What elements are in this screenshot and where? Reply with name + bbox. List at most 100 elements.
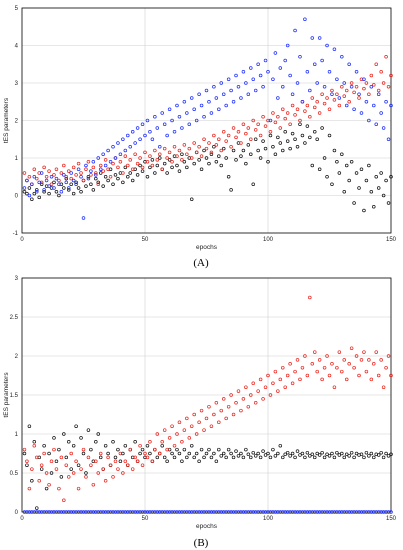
- panel-b-black-point: [71, 443, 76, 448]
- panel-a-blue-point: [273, 51, 278, 55]
- panel-a-black-point: [263, 146, 268, 151]
- panel-a-blue-point: [352, 107, 356, 111]
- panel-b-red-point: [44, 471, 49, 475]
- panel-a-black-point: [281, 148, 285, 153]
- panel-b-red-point: [332, 385, 337, 389]
- panel-a-black-point: [106, 178, 110, 183]
- panel-a-black-point: [138, 163, 142, 168]
- panel-a-black-point: [189, 197, 194, 202]
- panel-a-blue-point: [315, 81, 319, 85]
- panel-a-blue-point: [27, 193, 32, 198]
- panel-a-red-point: [322, 101, 327, 106]
- panel-a-red-point: [224, 139, 228, 143]
- panel-a-red-point: [86, 160, 91, 164]
- panel-b-red-point: [330, 362, 334, 366]
- panel-a-black-point: [359, 167, 364, 172]
- panel-b-black-point: [84, 471, 88, 475]
- panel-a-blue-point: [182, 99, 187, 104]
- panel-b-red-point: [212, 412, 216, 417]
- panel-b-black-point: [59, 475, 64, 479]
- panel-a-red-point: [234, 135, 238, 140]
- panel-a-red-point: [150, 163, 155, 168]
- panel-a-blue-point: [39, 171, 44, 175]
- panel-a-red-point: [165, 156, 169, 160]
- panel-a-red-point: [52, 173, 56, 177]
- panel-b-black-point: [89, 447, 93, 452]
- panel-b-red-point: [359, 358, 364, 362]
- panel-a-red-point: [303, 109, 307, 113]
- panel-a-black-point: [322, 156, 327, 160]
- panel-b-black-point: [204, 451, 209, 456]
- panel-a-red-point: [204, 146, 209, 151]
- panel-b-black-point: [337, 453, 342, 457]
- panel-b-black-point: [347, 454, 351, 458]
- panel-a-black-point: [113, 173, 118, 177]
- panel-a-black-point: [57, 193, 61, 198]
- panel-a-blue-point: [241, 69, 246, 74]
- panel-a-blue-point: [298, 54, 302, 59]
- panel-a-black-point: [268, 133, 273, 138]
- panel-b-red-point: [116, 467, 120, 471]
- panel-b-black-point: [123, 443, 128, 448]
- panel-a-red-point: [54, 167, 59, 172]
- panel-b-red-point: [103, 479, 108, 483]
- panel-a-black-point: [298, 122, 302, 126]
- panel-a-black-point: [234, 158, 238, 162]
- panel-a-red-point: [74, 173, 78, 177]
- panel-b-red-point: [25, 459, 29, 464]
- panel-a-x-tick-label: 100: [263, 237, 274, 243]
- panel-a-blue-point: [175, 103, 179, 108]
- panel-a-red-point: [126, 163, 130, 168]
- panel-a-red-point: [312, 105, 317, 110]
- panel-b-black-point: [96, 432, 101, 436]
- panel-b-red-point: [221, 397, 226, 401]
- panel-b-red-point: [35, 455, 39, 460]
- panel-a-blue-point: [320, 58, 324, 63]
- panel-b-red-point: [27, 486, 32, 491]
- panel-a-red-point: [64, 175, 69, 179]
- panel-a-blue-point: [96, 156, 101, 160]
- panel-a-red-point: [197, 145, 201, 149]
- panel-a-black-point: [266, 160, 270, 164]
- panel-b-black-point: [54, 459, 59, 464]
- panel-a-blue-point: [49, 175, 54, 179]
- panel-b-black-point: [79, 436, 83, 440]
- panel-a-black-point: [123, 165, 128, 170]
- panel-a-blue-point: [303, 17, 307, 22]
- panel-b-red-point: [303, 354, 307, 358]
- panel-a-red-point: [308, 114, 312, 119]
- panel-a-red-point: [288, 122, 292, 126]
- panel-b-black-point: [192, 455, 196, 460]
- panel-b-black-point: [27, 424, 32, 428]
- panel-b-black-point: [327, 454, 332, 458]
- panel-b-black-point: [155, 455, 160, 460]
- panel-b-black-point: [335, 450, 339, 455]
- panel-a-blue-point: [283, 58, 287, 63]
- panel-b-black-point: [241, 455, 246, 460]
- panel-b-red-point: [49, 459, 54, 464]
- panel-b-red-point: [317, 358, 322, 362]
- panel-b-red-point: [30, 467, 34, 471]
- panel-a-red-point: [379, 69, 383, 74]
- panel-b-red-point: [224, 416, 228, 421]
- panel-a-blue-point: [143, 133, 147, 138]
- panel-b-black-point: [246, 452, 251, 457]
- panel-b-black-point: [64, 455, 69, 460]
- panel-a-blue-point: [219, 81, 224, 85]
- panel-a-red-point: [158, 152, 162, 157]
- panel-a-blue-point: [374, 122, 378, 126]
- panel-b-black-point: [212, 451, 216, 456]
- panel-a-blue-point: [42, 188, 46, 192]
- panel-b-red-point: [86, 455, 91, 460]
- panel-a-black-point: [25, 191, 29, 196]
- panel-a-red-point: [162, 146, 167, 151]
- panel-b-black-point: [160, 443, 164, 448]
- panel-a-red-point: [128, 158, 132, 162]
- panel-a-x-tick-label: 150: [386, 237, 397, 243]
- panel-a-red-point: [189, 156, 194, 160]
- panel-a-red-point: [22, 171, 27, 175]
- panel-a-red-point: [185, 152, 189, 157]
- panel-b-black-point: [281, 455, 285, 460]
- panel-a-black-point: [182, 160, 187, 164]
- panel-a-red-point: [337, 103, 342, 108]
